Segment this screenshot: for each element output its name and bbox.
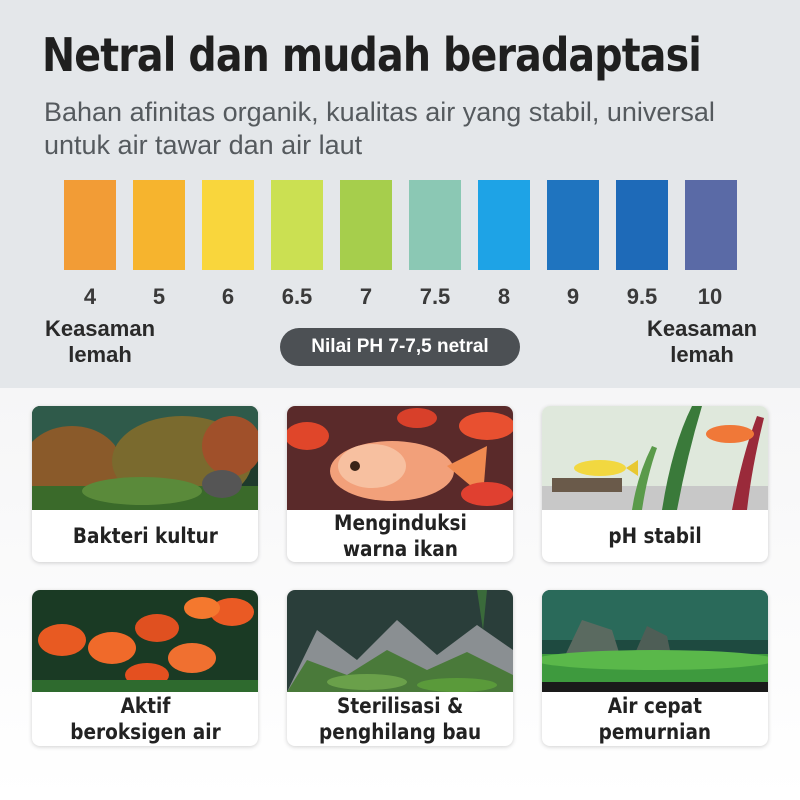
ph-swatch-9-5 [616,180,668,270]
ph-swatch-6 [202,180,254,270]
weak-acidity-note-left: Keasaman lemah [44,316,156,367]
feature-caption: Aktif beroksigen air [69,694,221,744]
feature-caption: Air cepat pemurnian [598,694,712,744]
orange-cichlid-fish-image [287,406,513,510]
ph-value-label: 4 [83,284,97,309]
ph-swatch-8 [478,180,530,270]
ph-value-label: 8 [497,284,511,309]
feature-caption: Bakteri kultur [72,524,218,548]
ph-swatch-5 [133,180,185,270]
ph-swatch-7 [340,180,392,270]
feature-card: Menginduksi warna ikan [287,406,513,562]
ph-value-label: 5 [152,284,166,309]
ph-value-label: 10 [697,284,723,309]
weak-acidity-note-right: Keasaman lemah [646,316,758,367]
ph-swatch-6-5 [271,180,323,270]
feature-caption: pH stabil [608,524,702,548]
neutral-ph-badge: Nilai PH 7-7,5 netral [280,328,520,366]
ph-value-label: 9 [566,284,580,309]
feature-card: Aktif beroksigen air [32,590,258,746]
header-panel: Netral dan mudah beradaptasi Bahan afini… [0,0,800,388]
ph-swatch-10 [685,180,737,270]
ph-value-label: 6 [221,284,235,309]
ph-swatch-9 [547,180,599,270]
ph-color-scale [64,180,737,272]
red-parrot-fish-school-image [32,590,258,692]
feature-card: Bakteri kultur [32,406,258,562]
ph-value-label: 7 [359,284,373,309]
ph-value-labels: 4 5 6 6.5 7 7.5 8 9 9.5 10 [0,284,800,312]
feature-card: pH stabil [542,406,768,562]
rock-aquascape-image [287,590,513,692]
yellow-fish-aquarium-image [542,406,768,510]
ph-swatch-4 [64,180,116,270]
feature-card: Sterilisasi & penghilang bau [287,590,513,746]
feature-caption: Menginduksi warna ikan [333,511,467,561]
ph-value-label: 6.5 [281,284,313,309]
page-subtitle: Bahan afinitas organik, kualitas air yan… [44,97,715,160]
ph-value-label: 7.5 [419,284,451,309]
ph-value-label: 9.5 [626,284,658,309]
ph-swatch-7-5 [409,180,461,270]
green-carpet-aquascape-image [542,590,768,692]
feature-caption: Sterilisasi & penghilang bau [318,694,482,744]
page-title: Netral dan mudah beradaptasi [42,28,702,82]
aquascape-plants-image [32,406,258,510]
feature-card: Air cepat pemurnian [542,590,768,746]
features-grid: Bakteri kultur Menginduksi warna ikan [0,388,800,800]
